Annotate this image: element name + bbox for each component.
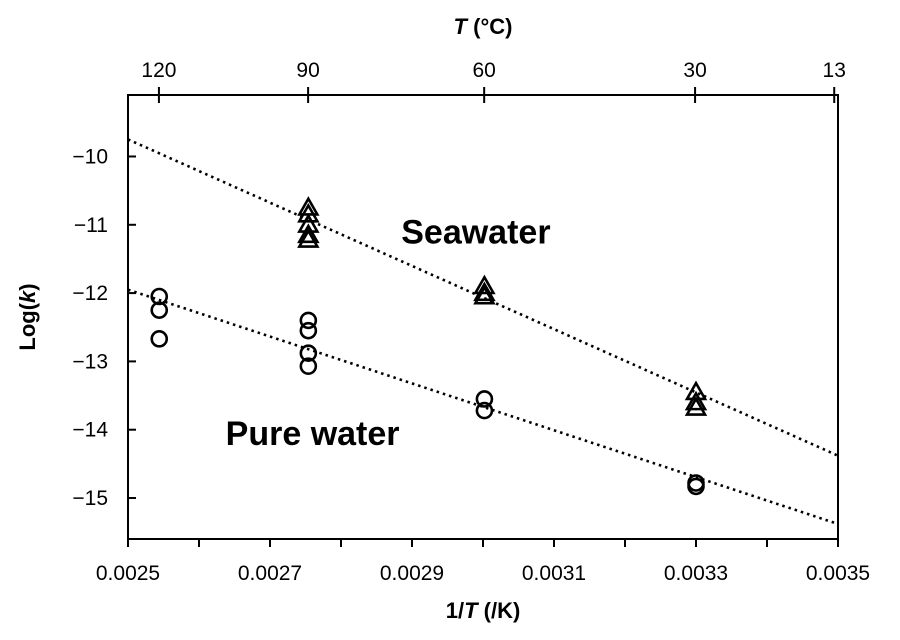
annotation-seawater: Seawater bbox=[401, 214, 550, 252]
pure-water-point bbox=[299, 344, 318, 363]
x-tick-label: 0.0033 bbox=[664, 562, 728, 585]
seawater-point bbox=[473, 281, 496, 302]
pure-water-point bbox=[299, 357, 318, 375]
ticks-layer bbox=[127, 87, 839, 547]
top-axis-title: T (°C) bbox=[454, 14, 513, 39]
plot-frame bbox=[127, 94, 839, 540]
seawater-point bbox=[297, 223, 320, 244]
annotation-pure-water: Pure water bbox=[226, 415, 400, 453]
top-tick-label: 60 bbox=[472, 59, 495, 82]
top-tick-label: 120 bbox=[141, 59, 176, 82]
y-tick-label: −13 bbox=[72, 350, 108, 373]
y-tick-label: −12 bbox=[72, 282, 108, 305]
pure-water-point bbox=[150, 287, 169, 306]
pure-water-point bbox=[475, 390, 494, 408]
pure-water-point bbox=[475, 401, 494, 420]
seawater-point bbox=[473, 274, 496, 295]
x-axis-title: 1/T (/K) bbox=[446, 598, 521, 623]
seawater-point bbox=[473, 284, 496, 305]
x-tick-label: 0.0029 bbox=[380, 562, 444, 585]
top-tick-label: 30 bbox=[683, 59, 706, 82]
y-tick-label: −10 bbox=[72, 145, 108, 168]
top-tick-label: 13 bbox=[823, 59, 846, 82]
tick-labels-layer: 0.0025 0.0027 0.0029 0.0031 0.0033 0.0035 −10 −… bbox=[72, 59, 870, 585]
x-tick-label: 0.0027 bbox=[238, 562, 302, 585]
x-tick-label: 0.0035 bbox=[806, 562, 870, 585]
y-tick-label: −14 bbox=[72, 419, 108, 442]
seawater-point bbox=[297, 228, 320, 248]
y-axis-title: Log(k) bbox=[15, 283, 40, 350]
x-tick-label: 0.0025 bbox=[96, 562, 160, 585]
top-tick-label: 90 bbox=[296, 59, 319, 82]
seawater-point bbox=[684, 396, 708, 416]
pure-water-point bbox=[299, 311, 318, 330]
pure-water-point bbox=[150, 301, 169, 319]
pure-water-point bbox=[299, 321, 318, 340]
x-tick-label: 0.0031 bbox=[522, 562, 586, 585]
pure-water-point bbox=[150, 330, 169, 348]
seawater-point bbox=[297, 202, 320, 223]
y-tick-label: −11 bbox=[74, 214, 108, 237]
seawater-point bbox=[684, 390, 708, 411]
markers-layer bbox=[150, 196, 708, 496]
seawater-fit-line bbox=[127, 138, 839, 457]
fit-lines-layer bbox=[127, 138, 839, 526]
pure-water-point bbox=[687, 477, 705, 496]
y-tick-label: −15 bbox=[72, 487, 108, 510]
pure-water-fit-line bbox=[127, 288, 839, 526]
